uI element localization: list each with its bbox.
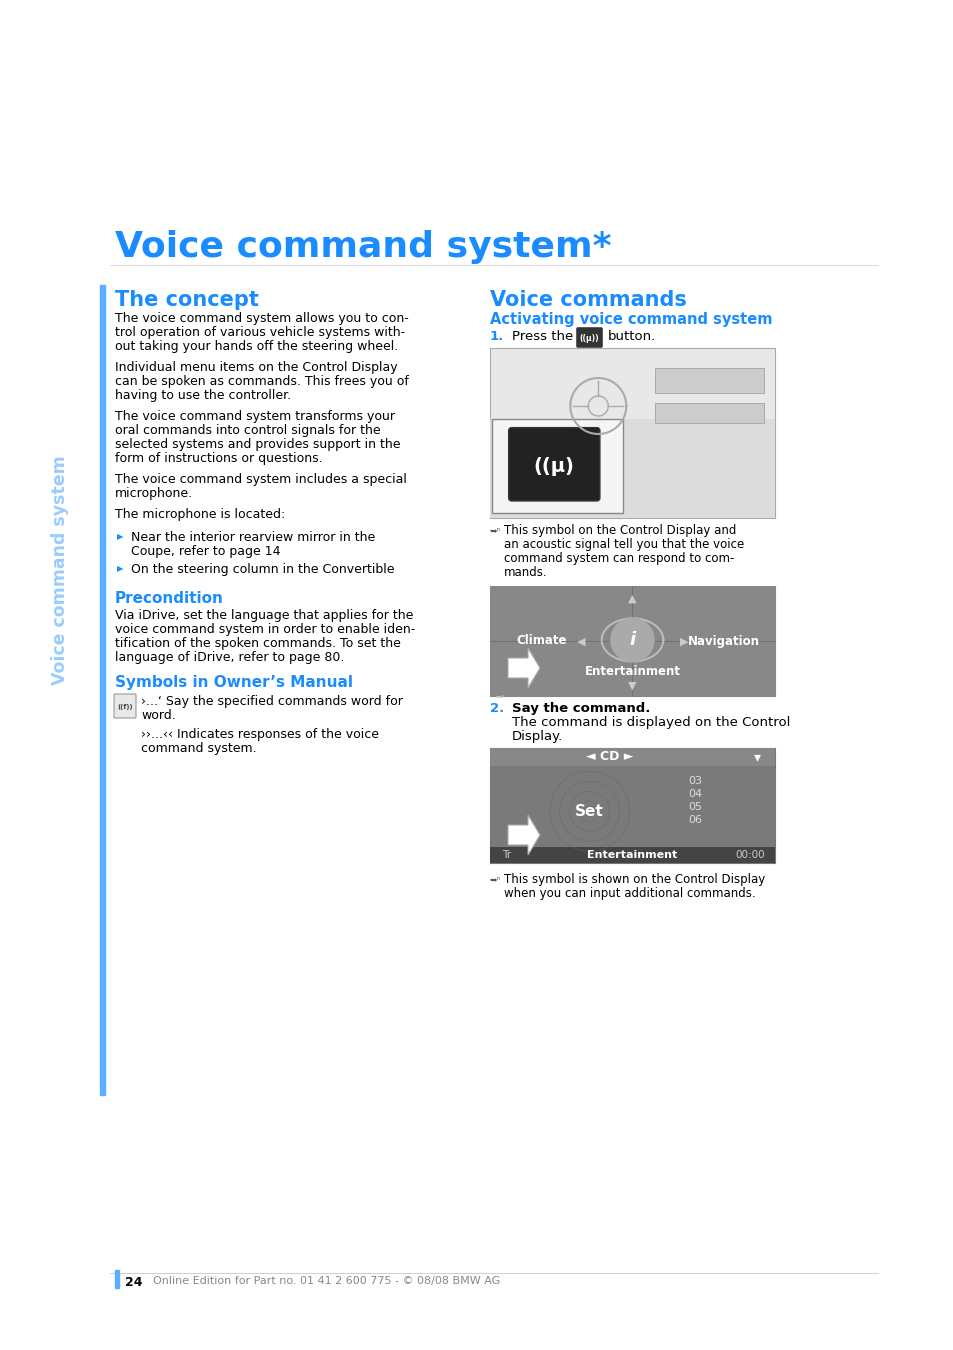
Text: ◀: ◀ [577,637,585,647]
Text: ((µ)): ((µ)) [579,333,598,343]
Bar [655,369,762,393]
Text: Display.: Display. [512,730,562,742]
Text: mands.: mands. [503,566,547,579]
Text: Voice command system*: Voice command system* [115,230,611,265]
Text: The microphone is located:: The microphone is located: [115,508,285,521]
Bar [115,1270,119,1288]
Text: 03: 03 [687,776,701,786]
Text: form of instructions or questions.: form of instructions or questions. [115,452,322,464]
Text: ▶: ▶ [679,637,687,647]
Text: The command is displayed on the Control: The command is displayed on the Control [512,716,789,729]
Text: 04: 04 [687,788,701,799]
Bar [490,846,774,863]
Text: ▼: ▼ [628,680,636,691]
Text: The voice command system transforms your: The voice command system transforms your [115,410,395,423]
Text: Near the interior rearview mirror in the: Near the interior rearview mirror in the [131,531,375,544]
Text: Voice command system: Voice command system [51,455,69,684]
Text: On the steering column in the Convertible: On the steering column in the Convertibl… [131,563,395,576]
Text: command system can respond to com-: command system can respond to com- [503,552,734,566]
Text: ◄ CD ►: ◄ CD ► [585,751,633,764]
Text: Symbols in Owner’s Manual: Symbols in Owner’s Manual [115,675,353,690]
Text: Climate: Climate [516,634,566,648]
Text: Activating voice command system: Activating voice command system [490,312,772,327]
Text: out taking your hands off the steering wheel.: out taking your hands off the steering w… [115,340,397,352]
Text: trol operation of various vehicle systems with-: trol operation of various vehicle system… [115,325,405,339]
Text: can be spoken as commands. This frees you of: can be spoken as commands. This frees yo… [115,375,409,387]
Bar [492,420,622,513]
Text: Tr: Tr [501,850,511,860]
Text: Precondition: Precondition [115,591,224,606]
Text: ((µ): ((µ) [534,456,574,475]
Text: ➥ⁿ: ➥ⁿ [490,526,500,535]
Text: ▲: ▲ [628,594,636,603]
FancyBboxPatch shape [113,694,136,718]
Bar [100,285,105,1095]
Text: 2.: 2. [490,702,504,716]
Text: Via iDrive, set the language that applies for the: Via iDrive, set the language that applie… [115,609,413,622]
Text: 24: 24 [125,1276,142,1289]
Text: ›...‘ Say the specified commands word for: ›...‘ Say the specified commands word fo… [141,695,402,707]
Text: ››...‹‹ Indicates responses of the voice: ››...‹‹ Indicates responses of the voice [141,728,378,741]
Bar [490,748,774,765]
FancyBboxPatch shape [576,328,602,347]
Text: This symbol is shown on the Control Display: This symbol is shown on the Control Disp… [503,873,764,886]
Text: 06: 06 [687,815,701,825]
Text: tification of the spoken commands. To set the: tification of the spoken commands. To se… [115,637,400,649]
Polygon shape [507,648,539,688]
Text: ➥ⁿ: ➥ⁿ [496,693,505,701]
Text: an acoustic signal tell you that the voice: an acoustic signal tell you that the voi… [503,539,743,551]
Text: when you can input additional commands.: when you can input additional commands. [503,887,755,900]
Text: Press the: Press the [512,329,573,343]
Text: The voice command system allows you to con-: The voice command system allows you to c… [115,312,408,325]
FancyBboxPatch shape [508,428,599,501]
Text: Say the command.: Say the command. [512,702,650,716]
Text: The concept: The concept [115,290,258,310]
Text: Entertainment: Entertainment [584,666,679,678]
Text: voice command system in order to enable iden-: voice command system in order to enable … [115,622,415,636]
Text: The voice command system includes a special: The voice command system includes a spec… [115,472,406,486]
Text: language of iDrive, refer to page 80.: language of iDrive, refer to page 80. [115,651,344,664]
Circle shape [610,618,654,662]
Text: Coupe, refer to page 14: Coupe, refer to page 14 [131,545,280,558]
Text: ▾: ▾ [753,751,760,764]
Text: Individual menu items on the Control Display: Individual menu items on the Control Dis… [115,360,397,374]
Text: ((f)): ((f)) [117,703,132,710]
Bar [490,420,774,518]
Text: command system.: command system. [141,743,256,755]
Text: ➥ⁿ: ➥ⁿ [490,875,500,884]
Bar [490,348,774,518]
Text: 1.: 1. [490,329,504,343]
Text: Voice commands: Voice commands [490,290,686,310]
Text: microphone.: microphone. [115,487,193,500]
Bar [490,846,774,863]
Text: Navigation: Navigation [687,634,759,648]
Text: Set: Set [575,803,603,818]
Polygon shape [507,815,539,855]
Text: having to use the controller.: having to use the controller. [115,389,291,402]
Text: word.: word. [141,709,175,722]
Text: button.: button. [607,329,656,343]
Text: ▶: ▶ [117,532,123,541]
Bar [490,586,774,697]
Text: 05: 05 [687,802,701,811]
Text: ▶: ▶ [117,564,123,572]
Bar [490,748,774,863]
Text: 00:00: 00:00 [735,850,764,860]
Text: Entertainment: Entertainment [587,850,677,860]
Text: selected systems and provides support in the: selected systems and provides support in… [115,437,400,451]
Bar [655,404,762,423]
Text: Online Edition for Part no. 01 41 2 600 775 - © 08/08 BMW AG: Online Edition for Part no. 01 41 2 600 … [152,1276,499,1287]
Text: This symbol on the Control Display and: This symbol on the Control Display and [503,524,736,537]
Text: oral commands into control signals for the: oral commands into control signals for t… [115,424,380,437]
Text: i: i [629,630,635,649]
